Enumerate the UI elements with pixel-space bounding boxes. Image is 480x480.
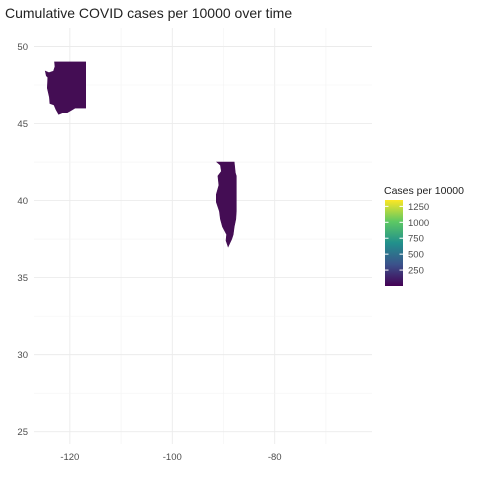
x-tick-label: -120 — [60, 452, 79, 463]
x-tick-label: -100 — [163, 452, 182, 463]
legend-colorbar — [385, 200, 403, 286]
legend-tick-label: 1000 — [408, 218, 429, 229]
x-tick-label: -80 — [268, 452, 282, 463]
legend-tick-label: 750 — [408, 234, 424, 245]
grid-lines — [34, 28, 372, 444]
y-axis-ticks: 25 30 35 40 45 50 — [17, 42, 28, 438]
x-axis-ticks: -120 -100 -80 — [60, 452, 281, 463]
legend-title: Cases per 10000 — [384, 185, 464, 197]
y-tick-label: 35 — [17, 273, 28, 284]
state-regions — [44, 61, 237, 248]
y-tick-label: 40 — [17, 196, 28, 207]
y-tick-label: 25 — [17, 427, 28, 438]
region-1 — [215, 161, 237, 248]
region-0 — [44, 61, 86, 115]
y-tick-label: 45 — [17, 119, 28, 130]
legend-tick-label: 1250 — [408, 202, 429, 213]
chart-title: Cumulative COVID cases per 10000 over ti… — [5, 5, 292, 21]
y-tick-label: 50 — [17, 42, 28, 53]
color-legend: Cases per 10000 250 500 750 1000 1250 — [384, 185, 464, 286]
legend-tick-label: 250 — [408, 266, 424, 277]
legend-ticks: 250 500 750 1000 1250 — [385, 202, 429, 277]
y-tick-label: 30 — [17, 350, 28, 361]
legend-tick-label: 500 — [408, 250, 424, 261]
